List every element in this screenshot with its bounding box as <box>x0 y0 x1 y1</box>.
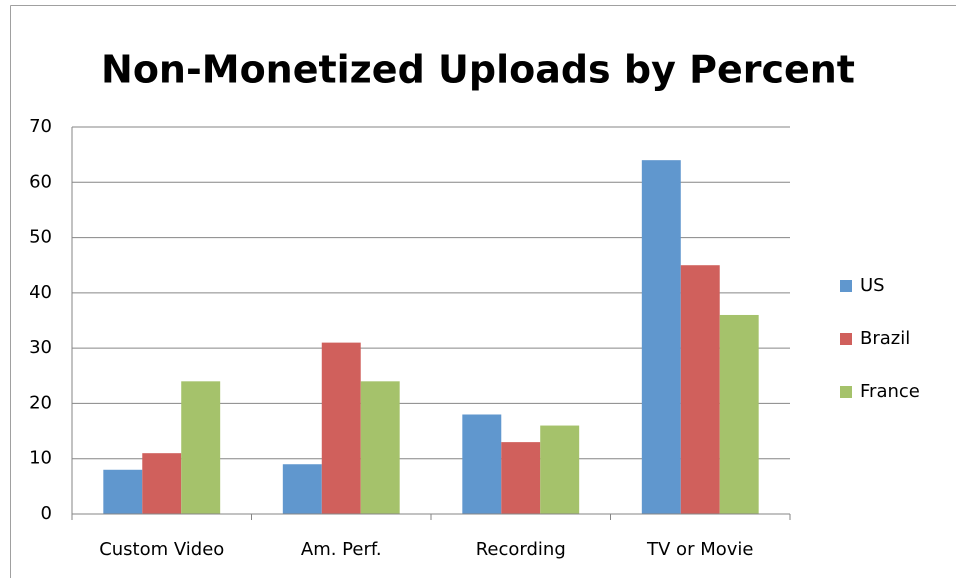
y-tick-label: 70 <box>29 116 52 137</box>
bar <box>501 442 541 514</box>
y-tick-label: 10 <box>29 448 52 469</box>
bar <box>641 160 681 514</box>
y-tick-label: 40 <box>29 282 52 303</box>
bar <box>103 469 143 514</box>
legend-swatch <box>840 333 852 345</box>
bar <box>360 381 400 514</box>
y-tick-label: 30 <box>29 337 52 358</box>
legend-label: France <box>860 381 920 402</box>
bar <box>540 425 580 514</box>
bar <box>142 453 182 514</box>
bar <box>321 342 361 514</box>
x-tick-label: TV or Movie <box>646 539 753 560</box>
bar <box>282 464 322 514</box>
legend-label: Brazil <box>860 328 910 349</box>
bar <box>181 381 221 514</box>
y-tick-label: 20 <box>29 392 52 413</box>
x-tick-label: Recording <box>476 539 566 560</box>
legend-label: US <box>860 275 885 296</box>
y-tick-label: 0 <box>41 503 52 524</box>
legend-swatch <box>840 280 852 292</box>
x-tick-label: Custom Video <box>99 539 224 560</box>
y-tick-label: 60 <box>29 171 52 192</box>
chart-title: Non-Monetized Uploads by Percent <box>101 48 855 92</box>
y-tick-label: 50 <box>29 227 52 248</box>
legend-swatch <box>840 386 852 398</box>
bar <box>719 314 759 514</box>
bar <box>462 414 502 514</box>
x-tick-label: Am. Perf. <box>301 539 382 560</box>
bar <box>680 265 720 514</box>
